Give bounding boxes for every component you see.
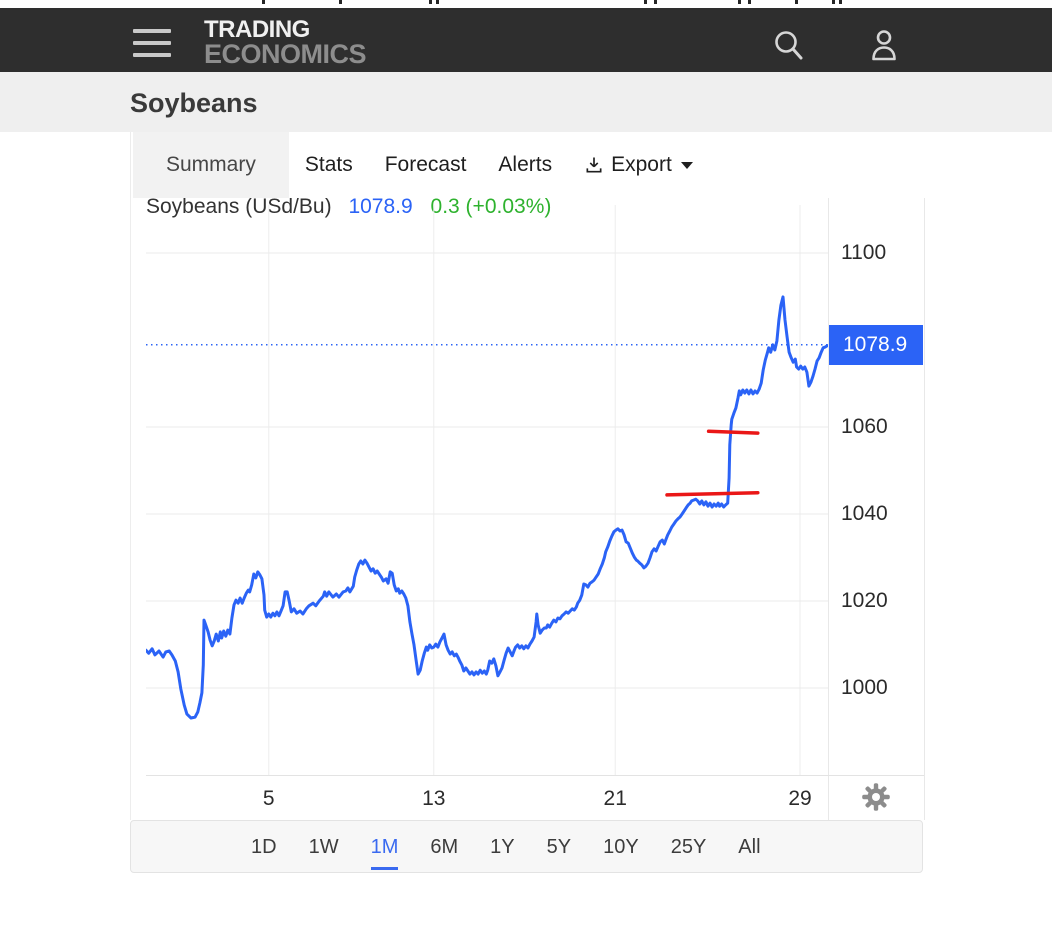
- annotation-red-segment: [665, 490, 760, 497]
- annotation-red-segment: [706, 429, 760, 435]
- range-button-1d[interactable]: 1D: [251, 836, 277, 858]
- time-axis-tick-label: 29: [788, 787, 812, 810]
- tab-bar: Summary Stats Forecast Alerts Export: [130, 132, 926, 198]
- tab-alerts[interactable]: Alerts: [482, 132, 568, 198]
- search-icon[interactable]: [772, 28, 808, 64]
- tab-label: Alerts: [498, 153, 553, 176]
- price-axis-tick-label: 1020: [841, 589, 888, 612]
- chevron-down-icon: [680, 162, 693, 169]
- tab-label: Summary: [166, 153, 256, 176]
- chart-last-price: 1078.9: [348, 198, 413, 218]
- chart-settings-gear-icon[interactable]: [861, 782, 891, 812]
- price-axis: 1100 1060 1040 1020 1000: [828, 198, 925, 820]
- current-price-badge: 1078.9: [829, 324, 923, 365]
- brand-line1: TRADING: [204, 16, 310, 43]
- price-line-series: [146, 295, 828, 720]
- tab-export[interactable]: Export: [568, 132, 709, 198]
- tab-summary[interactable]: Summary: [133, 132, 289, 198]
- chart-legend: Soybeans (USd/Bu) 1078.9 0.3 (+0.03%): [146, 198, 551, 220]
- time-range-selector: 1D 1W 1M 6M 1Y 5Y 10Y 25Y All: [130, 820, 923, 873]
- hamburger-menu-icon[interactable]: [133, 27, 171, 57]
- top-navbar: TRADING ECONOMICS: [0, 8, 1052, 72]
- range-button-1w[interactable]: 1W: [308, 836, 339, 858]
- range-button-1y[interactable]: 1Y: [490, 836, 515, 858]
- time-axis-tick-label: 5: [262, 787, 275, 810]
- range-button-25y[interactable]: 25Y: [670, 836, 707, 858]
- tab-stats[interactable]: Stats: [289, 132, 369, 198]
- brand-logo[interactable]: TRADING ECONOMICS: [204, 16, 367, 70]
- range-button-6m[interactable]: 6M: [430, 836, 459, 858]
- user-account-icon[interactable]: [866, 28, 902, 64]
- clipped-top-text-artifacts: [0, 0, 1052, 8]
- tab-label: Stats: [304, 153, 353, 176]
- range-button-1m[interactable]: 1M: [370, 823, 399, 870]
- chart-card: Soybeans (USd/Bu) 1078.9 0.3 (+0.03%) 11…: [130, 198, 926, 820]
- price-axis-tick-label: 1060: [841, 415, 888, 438]
- price-axis-tick-label: 1100: [841, 241, 887, 264]
- page-title: Soybeans: [130, 88, 258, 118]
- range-button-all[interactable]: All: [738, 836, 761, 858]
- page-title-band: Soybeans: [0, 72, 1052, 132]
- tab-label: Export: [611, 153, 672, 176]
- time-axis-tick-label: 13: [422, 787, 446, 810]
- tab-label: Forecast: [384, 153, 467, 176]
- price-chart-plot[interactable]: [146, 205, 828, 775]
- chart-change: 0.3 (+0.03%): [430, 198, 552, 218]
- brand-line2: ECONOMICS: [204, 39, 367, 70]
- download-icon: [586, 157, 602, 173]
- tab-forecast[interactable]: Forecast: [369, 132, 483, 198]
- price-axis-tick-label: 1040: [841, 502, 888, 525]
- time-axis-line: [146, 775, 924, 776]
- time-axis-tick-label: 21: [603, 787, 627, 810]
- chart-series-title: Soybeans (USd/Bu): [146, 198, 332, 218]
- price-axis-tick-label: 1000: [841, 676, 888, 699]
- range-button-10y[interactable]: 10Y: [603, 836, 639, 858]
- range-button-5y[interactable]: 5Y: [546, 836, 572, 858]
